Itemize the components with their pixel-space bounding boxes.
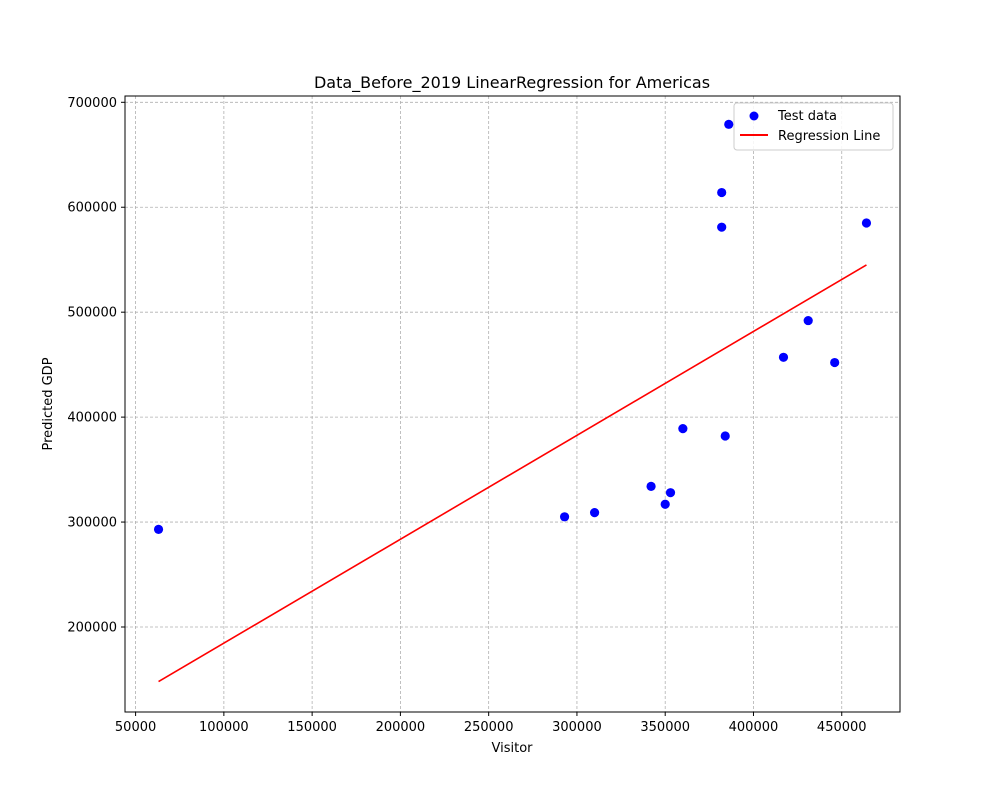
scatter-point bbox=[861, 218, 872, 228]
x-tick-label: 50000 bbox=[115, 720, 156, 735]
scatter-point bbox=[778, 352, 789, 362]
scatter-point bbox=[803, 315, 813, 326]
x-tick-label: 300000 bbox=[552, 720, 602, 735]
scatter-point bbox=[646, 481, 656, 491]
x-tick-label: 450000 bbox=[817, 720, 867, 735]
scatter-point bbox=[678, 424, 688, 434]
chart-title: Data_Before_2019 LinearRegression for Am… bbox=[314, 73, 710, 93]
legend-box bbox=[733, 102, 894, 151]
scatter-point bbox=[665, 488, 676, 498]
scatter-point bbox=[720, 431, 730, 441]
regression-line bbox=[158, 264, 867, 683]
y-tick-label: 700000 bbox=[67, 96, 117, 111]
y-tick-label: 400000 bbox=[67, 411, 117, 426]
x-tick-label: 100000 bbox=[199, 720, 249, 735]
legend: Test data Regression Line bbox=[733, 102, 894, 151]
y-tick-label: 500000 bbox=[67, 306, 117, 321]
x-axis-label: Visitor bbox=[492, 741, 534, 756]
y-tick-label: 600000 bbox=[67, 201, 117, 216]
x-tick-label: 200000 bbox=[376, 720, 426, 735]
y-tick-label: 200000 bbox=[67, 620, 117, 635]
legend-label-regression-line: Regression Line bbox=[778, 129, 880, 144]
x-tick-label: 150000 bbox=[287, 720, 337, 735]
scatter-point bbox=[717, 222, 727, 232]
y-tick-label: 300000 bbox=[67, 516, 117, 531]
x-tick-label: 350000 bbox=[640, 720, 690, 735]
scatter-point bbox=[559, 512, 570, 522]
x-tick-label: 250000 bbox=[464, 720, 514, 735]
scatter-point bbox=[830, 357, 840, 368]
regression-series bbox=[158, 264, 867, 683]
grid bbox=[125, 96, 900, 712]
scatter-point bbox=[724, 119, 734, 129]
x-tick-label: 400000 bbox=[729, 720, 779, 735]
x-axis: 50000 100000 150000 200000 250000 300000 35000… bbox=[115, 712, 867, 735]
legend-label-test-data: Test data bbox=[777, 109, 837, 124]
y-axis: 200000 300000 400000 500000 600000 700000 bbox=[67, 96, 125, 635]
scatter-series bbox=[153, 119, 872, 535]
scatter-point bbox=[660, 499, 670, 509]
plot-frame bbox=[124, 95, 901, 713]
scatter-point bbox=[589, 508, 600, 518]
legend-marker-test-data bbox=[749, 111, 759, 121]
scatter-point bbox=[153, 524, 164, 535]
y-axis-label: Predicted GDP bbox=[41, 357, 56, 450]
scatter-point bbox=[717, 187, 727, 198]
